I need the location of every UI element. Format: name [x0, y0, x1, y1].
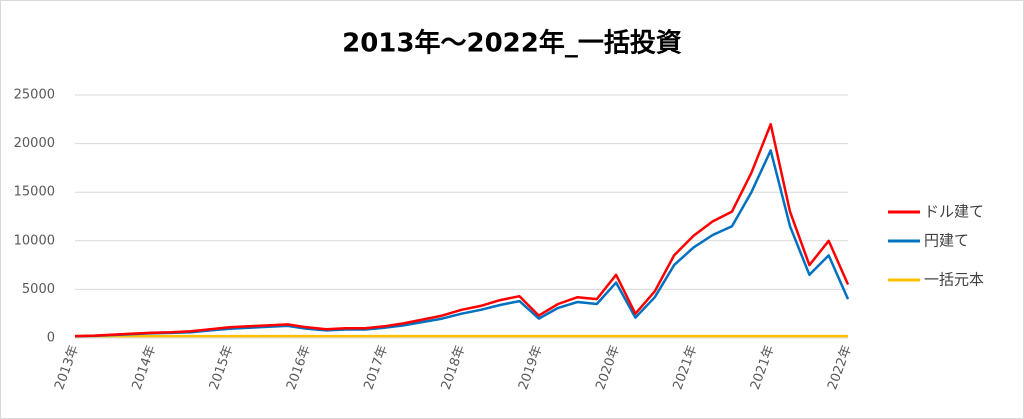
series-line [74, 122, 850, 338]
legend-label: ドル建て [924, 203, 984, 221]
y-tick-label: 20000 [14, 136, 55, 151]
y-tick-label: 0 [47, 331, 55, 346]
y-tick-label: 25000 [14, 88, 55, 103]
y-tick-label: 10000 [14, 233, 55, 248]
y-tick-label: 5000 [22, 282, 55, 297]
y-tick-label: 15000 [14, 185, 55, 200]
legend-label: 円建て [924, 232, 969, 250]
legend-label: 一括元本 [924, 271, 984, 289]
chart-title: 2013年～2022年_一括投資 [342, 28, 682, 59]
